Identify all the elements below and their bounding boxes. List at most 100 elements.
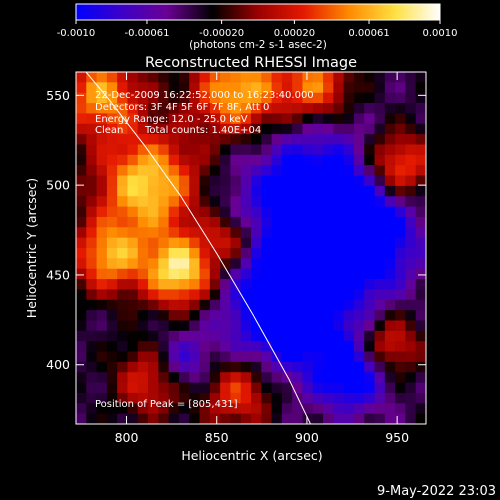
heatmap-cell	[168, 351, 180, 363]
heatmap-cell	[343, 216, 355, 228]
heatmap-cell	[374, 392, 386, 404]
heatmap-cell	[117, 403, 129, 415]
heatmap-cell	[353, 330, 365, 342]
heatmap-cell	[230, 310, 242, 322]
heatmap-cell	[261, 185, 273, 197]
heatmap-cell	[395, 268, 407, 280]
heatmap-cell	[86, 320, 98, 332]
heatmap-cell	[220, 123, 232, 135]
heatmap-cell	[230, 165, 242, 177]
heatmap-cell	[415, 351, 426, 363]
heatmap-cell	[148, 123, 159, 135]
heatmap-cell	[127, 299, 139, 311]
heatmap-cell	[312, 216, 324, 228]
heatmap-cell	[251, 165, 262, 177]
heatmap-cell	[209, 154, 221, 166]
heatmap-cell	[137, 185, 149, 197]
heatmap-cell	[302, 372, 314, 384]
heatmap-cell	[251, 103, 262, 115]
heatmap-cell	[251, 227, 262, 239]
heatmap-cell	[302, 361, 314, 373]
colorbar-tick-label: 0.0010	[423, 28, 458, 39]
heatmap-cell	[158, 134, 170, 146]
heatmap-cell	[302, 196, 314, 208]
heatmap-cell	[178, 248, 190, 259]
heatmap-cell	[333, 248, 345, 259]
heatmap-cell	[302, 341, 314, 353]
heatmap-cell	[127, 310, 139, 322]
heatmap-cell	[106, 134, 118, 146]
heatmap-cell	[178, 413, 190, 424]
heatmap-cell	[281, 206, 293, 218]
heatmap-cell	[127, 372, 139, 384]
heatmap-cell	[240, 372, 252, 384]
heatmap-cell	[281, 289, 293, 301]
heatmap-cell	[323, 216, 334, 228]
heatmap-cell	[86, 92, 98, 104]
heatmap-cell	[261, 392, 273, 404]
heatmap-cell	[353, 165, 365, 177]
heatmap-cell	[261, 134, 273, 146]
heatmap-cell	[374, 299, 386, 311]
heatmap-cell	[405, 185, 417, 197]
heatmap-cell	[86, 237, 98, 249]
heatmap-cell	[384, 361, 396, 373]
heatmap-cell	[106, 216, 118, 228]
heatmap-cell	[395, 403, 407, 415]
heatmap-cell	[209, 206, 221, 218]
heatmap-cell	[168, 403, 180, 415]
heatmap-cell	[374, 351, 386, 363]
heatmap-cell	[168, 248, 180, 259]
heatmap-cell	[261, 92, 273, 104]
heatmap-cell	[343, 413, 355, 424]
x-tick-label: 950	[385, 430, 409, 445]
heatmap-cell	[209, 72, 221, 83]
heatmap-cell	[333, 103, 345, 115]
heatmap-cell	[127, 248, 139, 259]
y-axis: 400 450 500 550	[46, 88, 426, 372]
footer-timestamp: 9-May-2022 23:03	[377, 484, 496, 499]
heatmap-cell	[158, 330, 170, 342]
heatmap-cell	[168, 320, 180, 332]
heatmap-cell	[86, 175, 98, 187]
heatmap-cell	[251, 82, 262, 94]
heatmap-cell	[251, 134, 262, 146]
heatmap-cell	[323, 413, 334, 424]
heatmap-cell	[76, 216, 87, 228]
heatmap-cell	[230, 279, 242, 291]
heatmap-cell	[292, 341, 304, 353]
heatmap-cell	[148, 144, 159, 156]
heatmap-cell	[364, 196, 376, 208]
heatmap-cell	[96, 72, 108, 83]
heatmap-cell	[292, 165, 304, 177]
heatmap-cell	[240, 206, 252, 218]
heatmap-cell	[415, 279, 426, 291]
heatmap-cell	[189, 268, 201, 280]
heatmap-cell	[384, 289, 396, 301]
heatmap-cell	[240, 103, 252, 115]
heatmap-cell	[384, 248, 396, 259]
heatmap-cell	[281, 268, 293, 280]
heatmap-cell	[86, 216, 98, 228]
heatmap-cell	[323, 299, 334, 311]
heatmap-cell	[209, 403, 221, 415]
heatmap-cell	[220, 299, 232, 311]
heatmap-cell	[86, 134, 98, 146]
heatmap-cell	[178, 154, 190, 166]
heatmap-cell	[86, 248, 98, 259]
heatmap-cell	[106, 279, 118, 291]
heatmap-cell	[199, 330, 211, 342]
heatmap-cell	[137, 113, 149, 125]
heatmap-cell	[106, 310, 118, 322]
heatmap-cell	[353, 279, 365, 291]
heatmap-cell	[312, 258, 324, 270]
heatmap-cell	[281, 185, 293, 197]
heatmap-cell	[230, 185, 242, 197]
heatmap-cell	[158, 216, 170, 228]
heatmap-cell	[302, 299, 314, 311]
heatmap-cell	[106, 268, 118, 280]
heatmap-cell	[395, 248, 407, 259]
heatmap-cell	[323, 372, 334, 384]
heatmap-cell	[271, 330, 283, 342]
heatmap-cell	[374, 289, 386, 301]
